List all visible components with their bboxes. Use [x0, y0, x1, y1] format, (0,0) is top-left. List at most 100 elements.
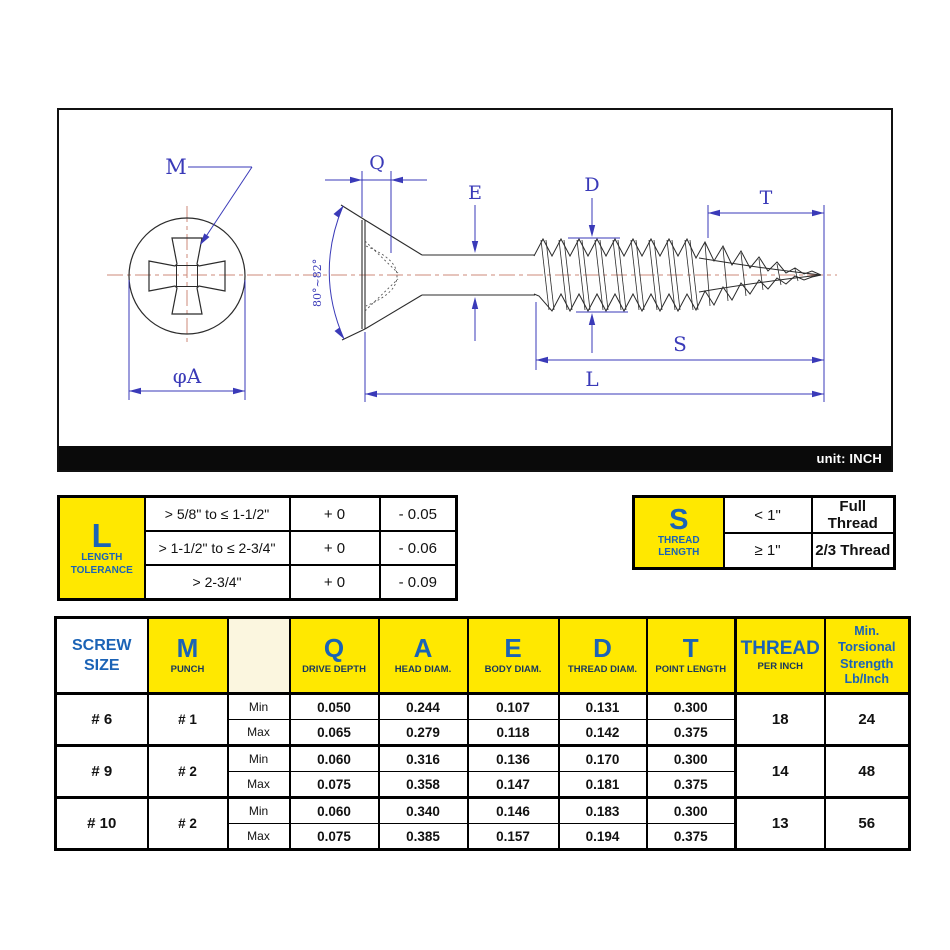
header-e-body-diam: E BODY DIAM. — [466, 616, 560, 695]
dimension-arrowheads — [129, 176, 824, 398]
punch-cell: # 1 — [146, 692, 229, 747]
table-cell: 0.131 — [557, 692, 648, 720]
max-label-cell: Max — [226, 771, 291, 799]
dim-label-phi-a: φA — [173, 364, 202, 388]
table-cell: 0.375 — [645, 719, 737, 747]
length-tolerance-table: L LENGTH TOLERANCE > 5/8" to ≤ 1-1/2" + … — [57, 495, 458, 601]
table-cell: - 0.05 — [378, 495, 458, 532]
table-cell: 0.300 — [645, 744, 737, 772]
dimension-annotations — [128, 166, 825, 402]
screw-top-view — [128, 217, 246, 335]
torsional-strength-cell: 48 — [823, 744, 911, 799]
table-cell: 0.075 — [288, 771, 380, 799]
header-q-drive-depth: Q DRIVE DEPTH — [288, 616, 380, 695]
table-cell: 0.300 — [645, 692, 737, 720]
table-cell: < 1" — [722, 495, 813, 534]
technical-drawing-box: M Q E D T S L φA 80°~82° unit: INCH — [57, 108, 893, 472]
l-table-header-cell: L LENGTH TOLERANCE — [57, 495, 146, 601]
table-cell: Full Thread — [810, 495, 896, 534]
table-row: # 6 # 1 Min 0.050 0.244 0.107 0.131 0.30… — [54, 692, 911, 747]
dim-label-l: L — [585, 367, 598, 391]
min-label-cell: Min — [226, 796, 291, 824]
header-d-thread-diam: D THREAD DIAM. — [557, 616, 648, 695]
table-cell: 0.060 — [288, 796, 380, 824]
table-cell: 0.385 — [377, 823, 469, 851]
max-label-cell: Max — [226, 719, 291, 747]
torsional-strength-cell: 24 — [823, 692, 911, 747]
table-cell: 0.142 — [557, 719, 648, 747]
table-cell: 0.118 — [466, 719, 560, 747]
header-m-punch: M PUNCH — [146, 616, 229, 695]
table-cell: 0.107 — [466, 692, 560, 720]
table-cell: > 1-1/2" to ≤ 2-3/4" — [143, 530, 291, 566]
min-label-cell: Min — [226, 744, 291, 772]
table-cell: 0.316 — [377, 744, 469, 772]
dim-label-q: Q — [369, 152, 385, 174]
table-row: Max 0.065 0.279 0.118 0.142 0.375 — [56, 719, 910, 747]
table-cell: + 0 — [288, 495, 381, 532]
table-cell: 0.375 — [645, 823, 737, 851]
table-cell: 0.375 — [645, 771, 737, 799]
s-table-caption: THREAD LENGTH — [657, 534, 700, 559]
table-cell: 0.183 — [557, 796, 648, 824]
l-table-caption: LENGTH TOLERANCE — [70, 552, 133, 576]
table-cell: 0.300 — [645, 796, 737, 824]
table-cell: 0.146 — [466, 796, 560, 824]
table-cell: 2/3 Thread — [810, 532, 896, 570]
centerlines — [107, 206, 837, 346]
table-row: # 9 # 2 Min 0.060 0.316 0.136 0.170 0.30… — [54, 744, 911, 799]
header-screw-size: SCREW SIZE — [54, 616, 149, 695]
table-cell: - 0.09 — [378, 564, 458, 601]
s-table-letter: S — [669, 503, 689, 536]
table-cell: 0.157 — [466, 823, 560, 851]
screw-technical-drawing: M Q E D T S L φA 80°~82° — [107, 152, 837, 402]
table-row: # 10 # 2 Min 0.060 0.340 0.146 0.183 0.3… — [54, 796, 911, 851]
header-blank — [226, 616, 291, 695]
table-cell: 0.170 — [557, 744, 648, 772]
dim-label-e: E — [468, 182, 482, 204]
table-row: Max 0.075 0.385 0.157 0.194 0.375 — [56, 823, 910, 851]
table-cell: + 0 — [288, 564, 381, 601]
s-table-header-cell: S THREAD LENGTH — [632, 495, 725, 570]
l-table-letter: L — [91, 517, 112, 554]
dim-label-d: D — [584, 174, 599, 196]
thread-per-inch-cell: 18 — [734, 692, 826, 747]
punch-cell: # 2 — [146, 744, 229, 799]
header-torsional-strength: Min. Torsional Strength Lb/Inch — [823, 616, 911, 695]
thread-per-inch-cell: 13 — [734, 796, 826, 851]
unit-label: unit: INCH — [816, 450, 882, 466]
unit-bar: unit: INCH — [59, 446, 891, 470]
screw-size-cell: # 6 — [54, 692, 149, 747]
table-cell: 0.147 — [466, 771, 560, 799]
table-cell: ≥ 1" — [722, 532, 813, 570]
thread-per-inch-cell: 14 — [734, 744, 826, 799]
table-cell: > 2-3/4" — [143, 564, 291, 601]
screw-size-cell: # 9 — [54, 744, 149, 799]
max-label-cell: Max — [226, 823, 291, 851]
table-cell: + 0 — [288, 530, 381, 566]
table-cell: 0.194 — [557, 823, 648, 851]
table-cell: 0.358 — [377, 771, 469, 799]
table-cell: 0.060 — [288, 744, 380, 772]
header-thread-per-inch: THREAD PER INCH — [734, 616, 826, 695]
thread-length-table: S THREAD LENGTH < 1" Full Thread ≥ 1" 2/… — [632, 495, 896, 570]
screw-spec-table: SCREW SIZE M PUNCH Q DRIVE DEPTH A HEAD … — [54, 616, 911, 851]
table-cell: 0.340 — [377, 796, 469, 824]
header-a-head-diam: A HEAD DIAM. — [377, 616, 469, 695]
table-cell: 0.075 — [288, 823, 380, 851]
table-row: Max 0.075 0.358 0.147 0.181 0.375 — [56, 771, 910, 799]
dim-label-s: S — [673, 332, 687, 356]
table-cell: - 0.06 — [378, 530, 458, 566]
table-cell: 0.279 — [377, 719, 469, 747]
dim-label-m: M — [165, 155, 187, 179]
screw-size-cell: # 10 — [54, 796, 149, 851]
header-t-point-length: T POINT LENGTH — [645, 616, 737, 695]
table-cell: 0.065 — [288, 719, 380, 747]
dim-label-angle: 80°~82° — [311, 259, 324, 307]
dimension-labels: M Q E D T S L φA 80°~82° — [165, 152, 772, 391]
table-cell: 0.050 — [288, 692, 380, 720]
min-label-cell: Min — [226, 692, 291, 720]
screw-side-view — [340, 204, 822, 341]
torsional-strength-cell: 56 — [823, 796, 911, 851]
